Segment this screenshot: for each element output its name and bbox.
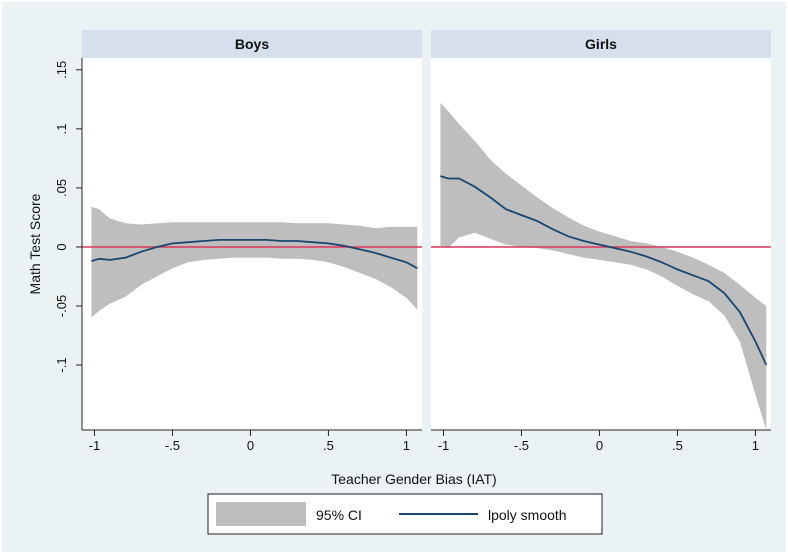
- ci-band: [440, 102, 767, 431]
- panel-title: Girls: [585, 36, 617, 52]
- x-axis-girls: -1 -.5 0 .5 1: [431, 429, 771, 453]
- ci-band: [91, 206, 418, 318]
- lpoly-smooth-line: [91, 239, 418, 269]
- legend-ci-label: 95% CI: [316, 507, 362, 523]
- x-tick-label: 1: [752, 438, 759, 453]
- legend-smooth-label: lpoly smooth: [488, 507, 567, 523]
- y-tick-label: .15: [54, 61, 69, 79]
- y-axis-label: Math Test Score: [27, 193, 43, 294]
- x-tick-label: -.5: [165, 438, 180, 453]
- panel-header: [431, 30, 771, 58]
- marks-girls: [431, 102, 771, 431]
- x-tick-label: 0: [596, 438, 603, 453]
- x-tick-label: .5: [323, 438, 334, 453]
- x-tick-label: 1: [403, 438, 410, 453]
- x-tick-label: -.5: [514, 438, 529, 453]
- x-tick-label: -1: [438, 438, 450, 453]
- panel-title: Boys: [235, 36, 269, 52]
- legend-ci-swatch: [216, 502, 306, 526]
- panel-boys: Boys: [82, 30, 422, 430]
- y-tick-label: .05: [54, 179, 69, 197]
- x-axis-label: Teacher Gender Bias (IAT): [331, 471, 496, 487]
- x-axis-boys: -1 -.5 0 .5 1: [82, 429, 422, 453]
- lpoly-smooth-line: [440, 175, 768, 366]
- x-tick-label: -1: [89, 438, 101, 453]
- marks-boys: [82, 206, 422, 318]
- y-tick-label: -.05: [54, 295, 69, 317]
- panel-header: [82, 30, 422, 58]
- legend: 95% CI lpoly smooth: [207, 493, 603, 535]
- panel-girls: Girls: [431, 30, 771, 431]
- y-tick-label: .1: [54, 123, 69, 134]
- y-tick-label: -.1: [54, 357, 69, 372]
- y-axis: -.1 -.05 0 .05 .1 .15: [54, 58, 83, 430]
- x-tick-label: 0: [247, 438, 254, 453]
- y-tick-label: 0: [54, 243, 69, 250]
- x-tick-label: .5: [672, 438, 683, 453]
